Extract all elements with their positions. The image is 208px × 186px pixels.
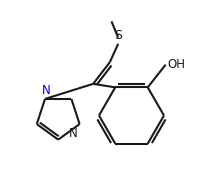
Text: N: N: [41, 84, 50, 97]
Text: N: N: [69, 127, 78, 140]
Text: OH: OH: [167, 58, 185, 71]
Text: S: S: [114, 29, 122, 42]
